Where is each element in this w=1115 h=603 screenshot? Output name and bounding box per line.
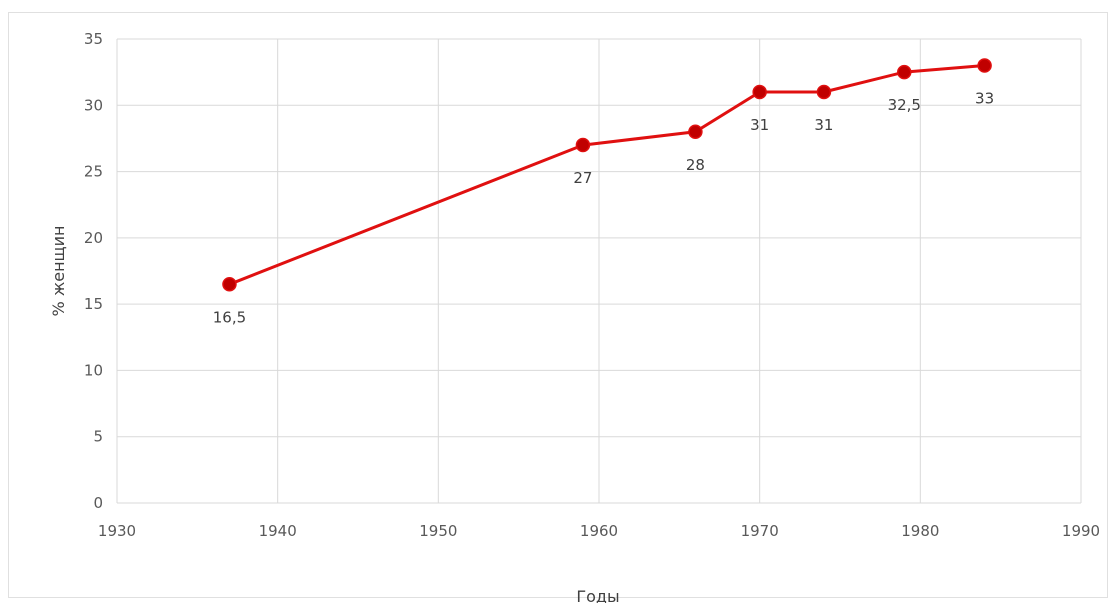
series — [222, 58, 992, 292]
data-point — [688, 124, 703, 140]
x-axis-ticks: 1930 1940 1950 1960 1970 1980 1990 — [98, 522, 1100, 540]
series-line — [228, 64, 985, 286]
x-tick-label: 1970 — [741, 522, 779, 540]
data-label: 32,5 — [888, 96, 921, 114]
data-point — [575, 137, 591, 153]
x-tick-label: 1980 — [901, 522, 939, 540]
y-tick-label: 35 — [84, 30, 103, 48]
y-tick-label: 10 — [84, 361, 103, 379]
y-axis-title: % женщин — [49, 226, 68, 317]
data-label: 28 — [686, 156, 705, 174]
x-tick-label: 1990 — [1062, 522, 1100, 540]
y-tick-label: 0 — [93, 494, 103, 512]
data-point — [977, 58, 992, 73]
y-tick-label: 15 — [84, 295, 103, 313]
data-label: 33 — [975, 90, 994, 108]
data-label: 31 — [750, 116, 769, 134]
data-label: 27 — [573, 169, 592, 187]
x-axis-title: Годы — [576, 587, 619, 603]
data-point — [816, 84, 832, 100]
data-label: 16,5 — [213, 308, 246, 326]
x-tick-label: 1950 — [419, 522, 457, 540]
y-axis-ticks: 0 5 10 15 20 25 30 35 — [84, 30, 103, 512]
data-point — [222, 277, 237, 292]
y-tick-label: 5 — [93, 428, 103, 446]
x-tick-label: 1940 — [259, 522, 297, 540]
chart-frame — [8, 12, 1108, 598]
y-tick-label: 30 — [84, 96, 103, 114]
data-point — [752, 84, 767, 100]
y-tick-label: 25 — [84, 163, 103, 181]
data-labels: 16,5 27 28 31 31 32,5 33 — [213, 90, 994, 327]
x-tick-label: 1960 — [580, 522, 618, 540]
data-label: 31 — [814, 116, 833, 134]
x-tick-label: 1930 — [98, 522, 136, 540]
grid — [116, 38, 1082, 504]
y-tick-label: 20 — [84, 229, 103, 247]
data-point — [897, 64, 912, 80]
